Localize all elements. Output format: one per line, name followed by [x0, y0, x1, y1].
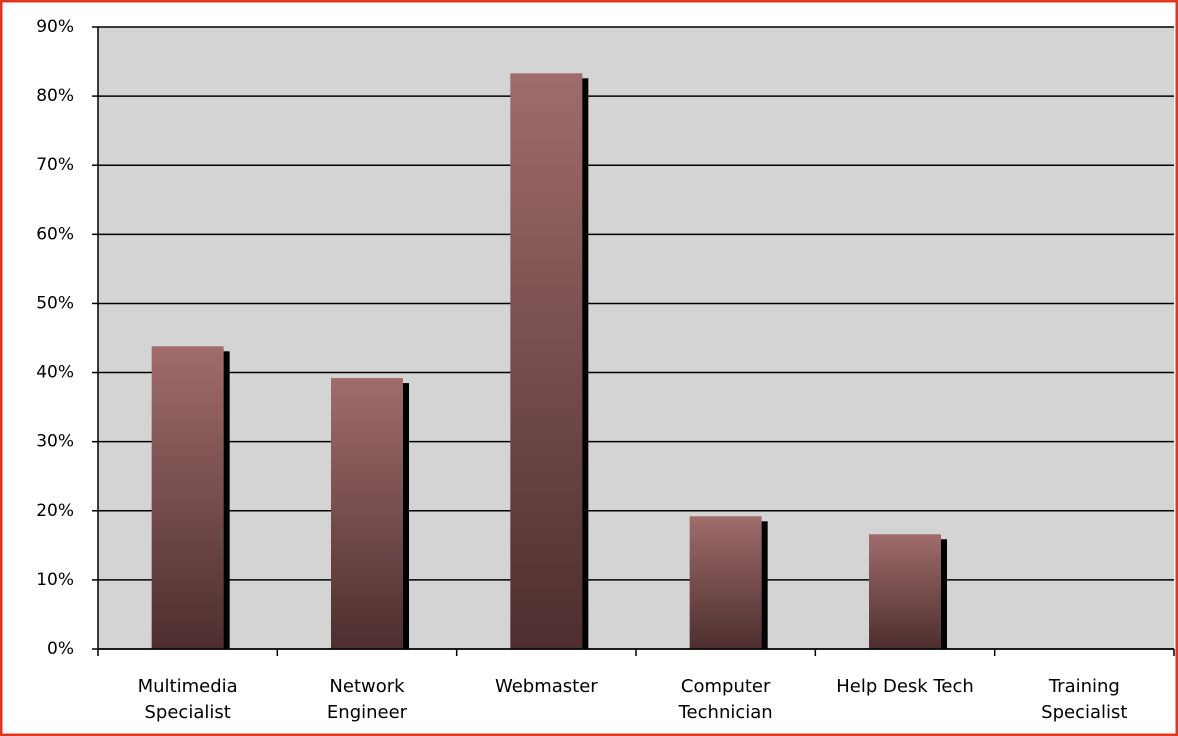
- plot-area: [98, 27, 1174, 649]
- bar: [869, 534, 941, 649]
- y-tick-label: 10%: [36, 570, 74, 590]
- x-tick-label: Multimedia Specialist: [137, 676, 238, 723]
- y-tick-label: 70%: [36, 155, 74, 175]
- bar: [689, 516, 762, 649]
- y-tick-label: 50%: [36, 293, 74, 313]
- y-tick-label: 60%: [36, 224, 74, 244]
- y-tick-label: 80%: [36, 86, 74, 106]
- y-tick-label: 30%: [36, 432, 74, 452]
- x-tick-label: Network Engineer: [326, 676, 408, 723]
- bar: [510, 73, 583, 649]
- bar: [331, 378, 403, 649]
- x-tick-label: Computer Technician: [678, 676, 773, 723]
- bar: [151, 346, 224, 649]
- y-tick-label: 0%: [47, 639, 74, 659]
- x-tick-label: Training Specialist: [1041, 676, 1128, 723]
- y-tick-label: 90%: [36, 17, 74, 37]
- x-tick-label: Help Desk Tech: [836, 676, 974, 697]
- y-tick-label: 20%: [36, 501, 74, 521]
- y-tick-label: 40%: [36, 363, 74, 383]
- x-tick-label: Webmaster: [494, 676, 598, 697]
